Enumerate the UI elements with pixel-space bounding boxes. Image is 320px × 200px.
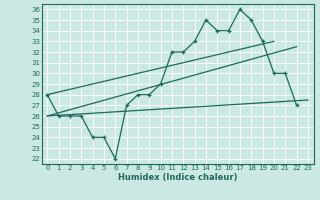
X-axis label: Humidex (Indice chaleur): Humidex (Indice chaleur) [118, 173, 237, 182]
